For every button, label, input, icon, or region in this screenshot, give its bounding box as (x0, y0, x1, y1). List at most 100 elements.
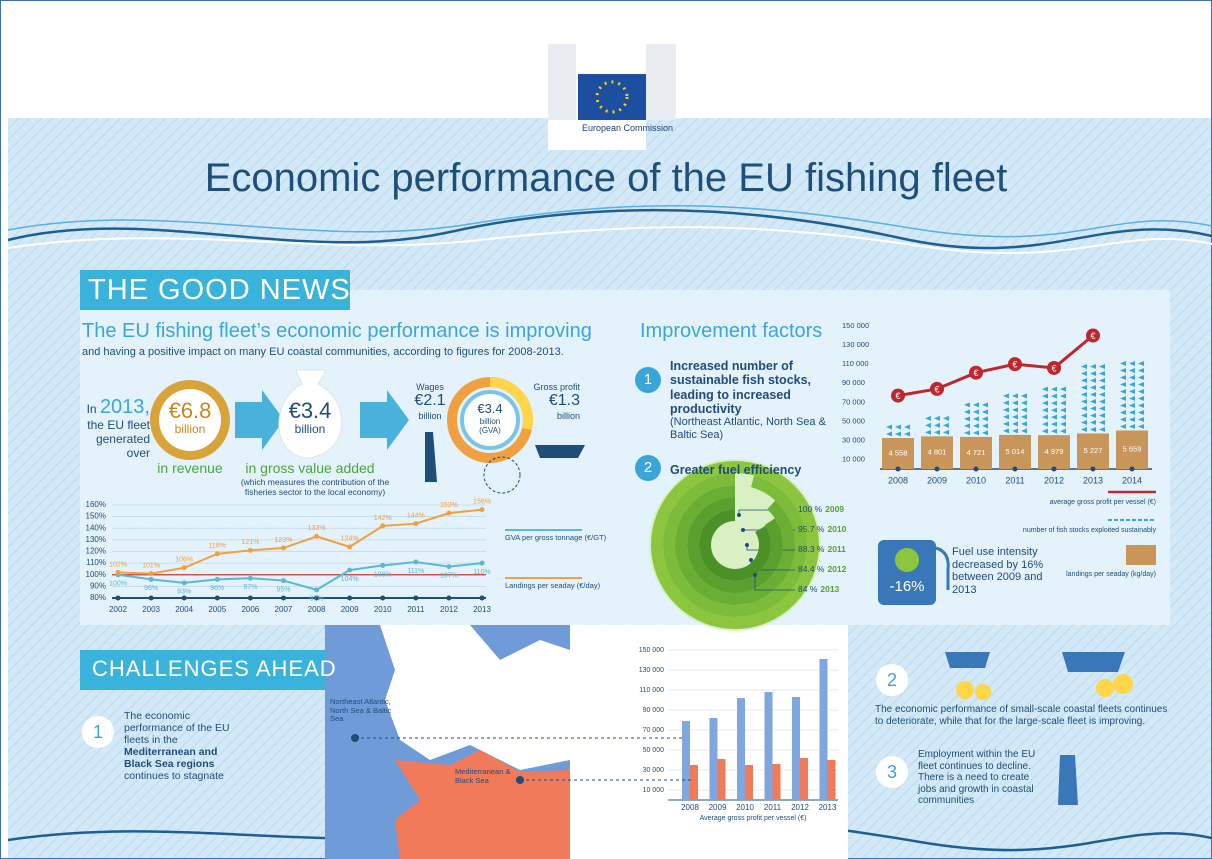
fish-icon (1081, 412, 1087, 418)
series-line (117, 508, 483, 575)
note: (GVA) (479, 426, 501, 436)
y-tick-label: 90 000 (643, 707, 665, 714)
y-tick-label: 10 000 (643, 787, 665, 794)
factor-detail: (Northeast Atlantic, North Sea & Baltic … (670, 416, 826, 441)
amount: €2.1 (414, 392, 446, 410)
x-tick-label: 2012 (1044, 475, 1064, 485)
bar (682, 721, 690, 800)
label: Wages (416, 382, 444, 392)
text-bold: Mediterranean and Black Sea regions (124, 746, 218, 771)
fish-icon (1120, 410, 1126, 416)
fish-icon (934, 422, 940, 428)
fish-icon (982, 416, 988, 422)
fish-icon (1051, 421, 1057, 427)
value-label: 4 801 (928, 448, 947, 457)
fish-icon (1129, 361, 1135, 367)
bar (717, 759, 726, 800)
legend-label: landings per seaday (kg/day) (1066, 571, 1156, 578)
fish-icon (1042, 400, 1048, 406)
fish-icon (1012, 407, 1018, 413)
point-marker: € (973, 368, 978, 378)
ring (675, 485, 795, 605)
bar (921, 436, 953, 469)
y-tick-label: 120% (86, 547, 106, 556)
bar (882, 438, 914, 469)
wave (7, 204, 1212, 238)
value-label: 5 227 (1084, 446, 1103, 455)
fish-icon (1003, 393, 1009, 399)
point (247, 547, 253, 553)
value-label: 108% (374, 571, 392, 578)
fish-icon (1021, 428, 1027, 434)
fish-stack (925, 415, 949, 435)
axis-dot (347, 595, 353, 601)
y-tick-label: 110 000 (842, 359, 869, 368)
fish-icon (1129, 389, 1135, 395)
value-label: 5 659 (1123, 445, 1142, 454)
fish-stack (1081, 363, 1105, 432)
value-label: 133% (308, 525, 326, 532)
wave (7, 208, 1212, 250)
value-label: 124% (341, 536, 359, 543)
y-tick-label: 70 000 (643, 727, 665, 734)
fish-icon (1138, 424, 1144, 430)
point (479, 560, 485, 566)
fish-icon (1081, 370, 1087, 376)
heading-box (80, 270, 350, 310)
connector-dot (351, 734, 359, 742)
value: 84.4 % (798, 564, 825, 574)
year: 2012 (827, 564, 846, 574)
point (930, 381, 944, 396)
value: 88.3 % (798, 544, 825, 554)
fish-icon (1081, 398, 1087, 404)
bar (1038, 435, 1070, 469)
fish-icon (973, 423, 979, 429)
x-tick-label: 2003 (142, 605, 160, 614)
axis-dot (380, 595, 386, 601)
x-tick-label: 2011 (1005, 475, 1024, 485)
fish-icon (1060, 393, 1066, 399)
fish-icon (973, 430, 979, 436)
y-tick-label: 30 000 (842, 435, 865, 444)
value: 84 % (798, 584, 818, 594)
y-tick-label: 160% (86, 500, 106, 509)
year: 2013 (820, 584, 839, 594)
fish-icon (1060, 400, 1066, 406)
legend-label: average gross profit per vessel (€) (1050, 499, 1156, 506)
fish-icon (1051, 386, 1057, 392)
bar (1077, 433, 1109, 469)
axis-dot (1051, 466, 1057, 472)
fish-icon (1042, 393, 1048, 399)
year: 2009 (825, 504, 844, 514)
fish-icon (1012, 421, 1018, 427)
ring (651, 461, 819, 629)
value-label: 96% (210, 585, 224, 592)
fish-icon (1003, 407, 1009, 413)
x-tick-label: 2010 (966, 475, 986, 485)
bar (745, 765, 753, 800)
fish-icon (1081, 377, 1087, 383)
y-tick-label: 110% (86, 558, 106, 567)
point-marker: € (1051, 363, 1056, 373)
point (115, 569, 121, 575)
point (347, 544, 353, 550)
profit: Gross profit €1.3 billion (530, 382, 580, 421)
bar (737, 698, 745, 800)
x-tick-label: 2004 (175, 605, 193, 614)
point (1086, 328, 1100, 343)
fish-icon (1051, 414, 1057, 420)
fisher-icon (1058, 755, 1078, 805)
axis-dot (1012, 466, 1018, 472)
challenge-text: Employment within the EU fleet continues… (918, 749, 1036, 806)
fish-icon (1051, 400, 1057, 406)
axis-dot (115, 595, 121, 601)
value-label: 110% (473, 569, 490, 576)
fish-icon (886, 424, 892, 430)
fish-stack (886, 424, 910, 437)
point (247, 575, 253, 581)
x-tick-label: 2011 (407, 605, 425, 614)
chart-panel (570, 625, 848, 859)
fish-icon (1042, 386, 1048, 392)
fish-stack (1120, 361, 1144, 430)
